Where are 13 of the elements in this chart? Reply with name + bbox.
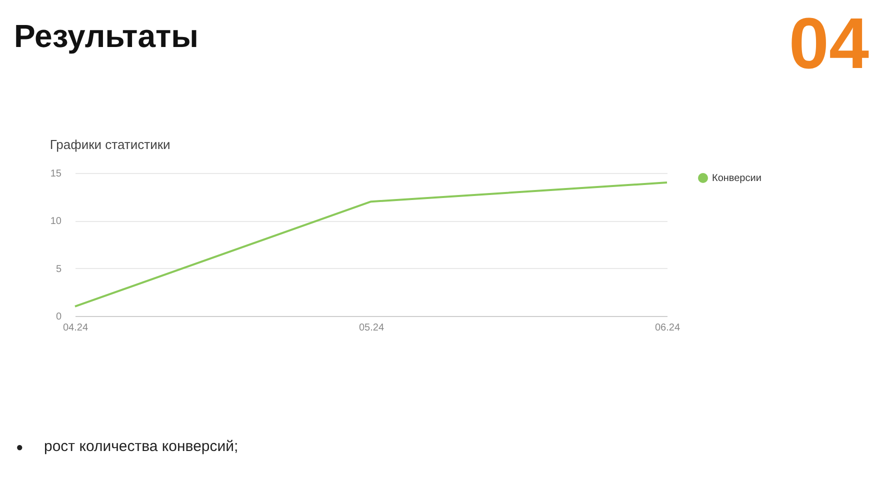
chart-subtitle: Графики статистики: [50, 137, 170, 152]
text: рост количества конверсий;: [44, 438, 238, 455]
chart-title: Результаты: [14, 18, 198, 55]
y-tick-label: 10: [50, 216, 62, 228]
legend-label: Конверсии: [712, 173, 762, 184]
y-tick-label: 0: [56, 312, 62, 322]
x-tick-label: 04.24: [62, 322, 88, 334]
text: ●: [16, 440, 24, 454]
y-tick-label: 5: [56, 264, 62, 275]
text: 04: [788, 4, 869, 84]
x-tick-label: 05.24: [358, 322, 384, 334]
y-tick-label: 15: [50, 168, 62, 180]
x-tick-label: 06.24: [654, 322, 680, 334]
